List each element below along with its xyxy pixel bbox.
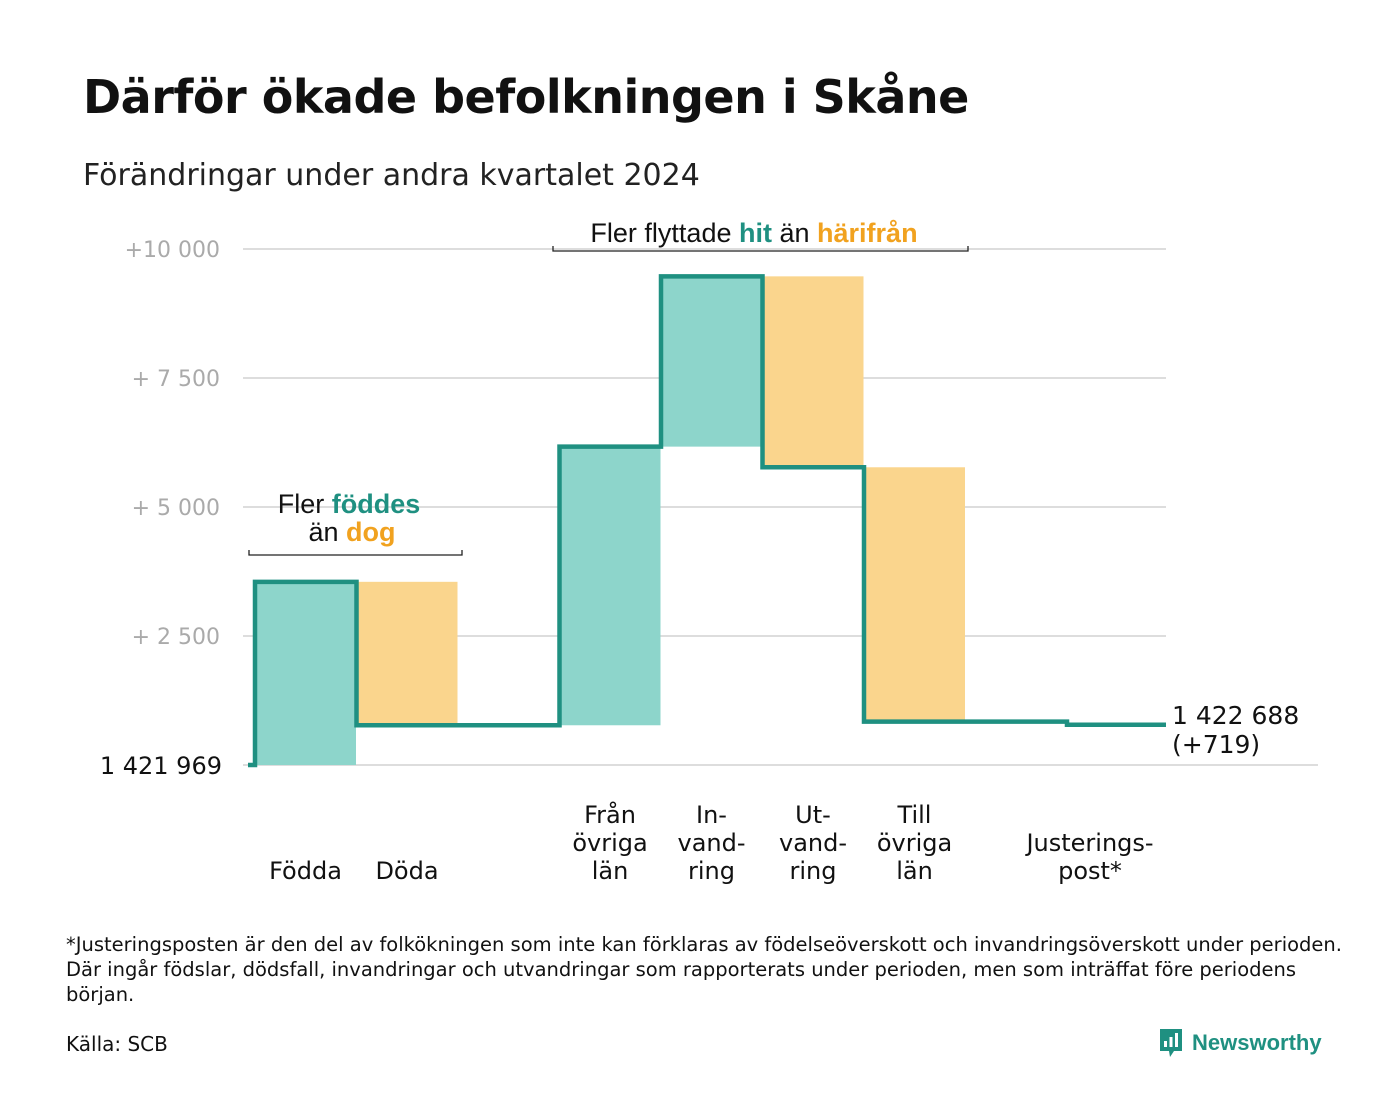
category-label: ring	[688, 857, 735, 885]
category-label: vand-	[779, 829, 847, 857]
annotation-part-plain: än	[308, 517, 346, 547]
end-change-label: (+719)	[1172, 730, 1260, 759]
bar	[356, 581, 458, 726]
category-label: vand-	[677, 829, 745, 857]
source-note: Källa: SCB	[66, 1032, 168, 1056]
cumulative-step-line	[248, 274, 1166, 768]
annotation-births-line1: Fler föddes	[278, 489, 421, 519]
annotation-part-plain: än	[772, 218, 817, 248]
y-tick-label: + 7 500	[132, 367, 220, 392]
annotation-births-line2: än dog	[308, 517, 395, 547]
y-tick-label: + 5 000	[132, 496, 220, 521]
end-value-label: 1 422 688	[1172, 701, 1299, 730]
category-label: övriga	[572, 829, 647, 857]
annotation-part-teal: hit	[739, 218, 772, 248]
bar	[559, 446, 661, 726]
category-label: övriga	[877, 829, 952, 857]
category-label: post*	[1058, 857, 1122, 885]
y-tick-label: + 2 500	[132, 625, 220, 650]
bar	[255, 581, 356, 765]
category-label: Justerings-	[1024, 829, 1153, 857]
annotation-migration: Fler flyttade hit än härifrån	[590, 218, 917, 248]
category-label: Från	[584, 800, 636, 829]
category-label: Födda	[269, 857, 342, 885]
category-label: län	[896, 857, 933, 885]
category-label: län	[592, 857, 629, 885]
category-label: Ut-	[795, 801, 831, 829]
annotation-part-orange: dog	[346, 517, 395, 547]
category-label: Till	[897, 801, 932, 829]
y-tick-label: +10 000	[125, 238, 220, 263]
newsworthy-logo: Newsworthy	[1158, 1027, 1322, 1059]
bar	[762, 276, 864, 468]
chart-subtitle: Förändringar under andra kvartalet 2024	[83, 158, 700, 193]
brand-name: Newsworthy	[1192, 1030, 1322, 1055]
bar	[661, 276, 762, 447]
annotation-bracket-births	[248, 550, 463, 556]
chart-bubble-icon	[1160, 1029, 1182, 1057]
chart-title: Därför ökade befolkningen i Skåne	[83, 70, 969, 124]
category-label: In-	[696, 801, 727, 829]
category-label: ring	[790, 857, 837, 885]
annotation-part-orange: härifrån	[817, 218, 918, 248]
bar	[864, 467, 965, 722]
annotation-part-plain: Fler	[278, 489, 332, 519]
annotation-part-plain: Fler flyttade	[590, 218, 739, 248]
waterfall-chart: + 2 500 + 5 000 + 7 500 +10 000 1 421 969 Föd…	[100, 218, 1318, 885]
start-value-label: 1 421 969	[100, 752, 222, 780]
annotation-part-teal: föddes	[332, 489, 421, 519]
category-label: Döda	[375, 857, 438, 885]
footnote: *Justeringsposten är den del av folkökni…	[66, 933, 1342, 1006]
annotation-bracket-migration	[552, 246, 969, 252]
